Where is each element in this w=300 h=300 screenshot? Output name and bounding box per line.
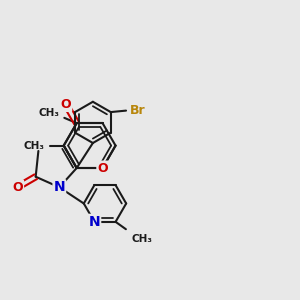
Text: CH₃: CH₃ bbox=[132, 234, 153, 244]
Text: CH₃: CH₃ bbox=[24, 141, 45, 151]
Text: O: O bbox=[13, 181, 23, 194]
Text: Br: Br bbox=[130, 104, 146, 117]
Text: O: O bbox=[97, 161, 108, 175]
Text: N: N bbox=[53, 180, 65, 194]
Text: N: N bbox=[88, 215, 100, 229]
Text: O: O bbox=[61, 98, 71, 111]
Text: CH₃: CH₃ bbox=[39, 108, 60, 118]
